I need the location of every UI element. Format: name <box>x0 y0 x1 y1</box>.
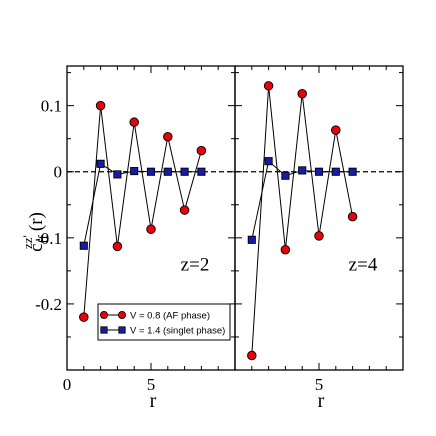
y-axis-label-superscript: zz' <box>20 235 35 249</box>
legend-entry-label: V = 1.4 (singlet phase) <box>130 326 225 337</box>
data-point-af <box>247 350 257 361</box>
y-axis-label-argument: (r) <box>26 212 47 231</box>
panel-label: z=2 <box>181 254 210 275</box>
panel-label: z=4 <box>349 254 378 275</box>
data-point-af <box>79 312 89 322</box>
data-point-af <box>163 131 173 142</box>
x-tick-label: 5 <box>315 375 324 394</box>
y-tick-label: -0.1 <box>35 229 62 248</box>
data-point-af <box>146 224 156 234</box>
x-tick-label: 5 <box>147 375 156 394</box>
legend-entry-label: V = 0.8 (AF phase) <box>130 311 210 322</box>
y-tick-label: 0.1 <box>41 97 62 116</box>
data-point-af <box>112 241 123 252</box>
legend-marker-circle <box>100 310 109 319</box>
data-point-singlet <box>298 166 307 175</box>
y-axis-label-subscript: ff <box>35 234 50 243</box>
series-line <box>83 105 202 318</box>
y-tick-label: -0.2 <box>35 295 62 314</box>
svg-text:cffzz'(r): cffzz' (r) <box>20 212 50 252</box>
data-point-af <box>347 211 358 222</box>
legend-marker-circle <box>118 310 127 319</box>
data-point-af <box>263 81 274 91</box>
data-point-singlet <box>130 167 139 176</box>
data-point-singlet <box>79 241 88 250</box>
data-point-af <box>196 145 207 156</box>
data-point-singlet <box>197 167 206 176</box>
data-point-singlet <box>96 159 105 168</box>
data-point-singlet <box>348 167 357 176</box>
data-point-singlet <box>281 171 290 180</box>
data-point-singlet <box>163 167 172 176</box>
data-point-singlet <box>180 167 189 176</box>
data-point-af <box>297 89 307 99</box>
legend-marker-square <box>100 326 108 334</box>
data-point-af <box>314 231 324 241</box>
legend: V = 0.8 (AF phase) V = 1.4 (singlet phase… <box>97 303 231 341</box>
data-point-af <box>95 100 106 111</box>
x-axis-label: r <box>150 390 157 412</box>
x-tick-label: 0 <box>63 375 72 394</box>
data-point-af <box>179 205 190 215</box>
data-point-singlet <box>247 235 256 244</box>
data-point-singlet <box>264 157 273 166</box>
data-point-singlet <box>331 167 340 176</box>
y-axis-label: cffzz' (r) <box>20 212 50 252</box>
y-axis-label-main: c <box>26 243 47 251</box>
legend-marker-square <box>118 326 126 334</box>
panel-z2: 0 50.10-0.1-0.2rz=2V = 0.8 (AF phase)V = … <box>35 65 236 412</box>
data-point-singlet <box>146 167 156 176</box>
data-point-af <box>331 125 341 135</box>
data-point-singlet <box>314 167 324 176</box>
data-point-af <box>129 117 139 127</box>
y-tick-label: 0 <box>54 163 63 182</box>
data-point-af <box>280 244 291 255</box>
panel-z4: 5r z=4 <box>234 65 404 412</box>
legend-box <box>97 303 231 341</box>
data-point-singlet <box>113 170 122 179</box>
x-axis-label: r <box>318 390 325 412</box>
